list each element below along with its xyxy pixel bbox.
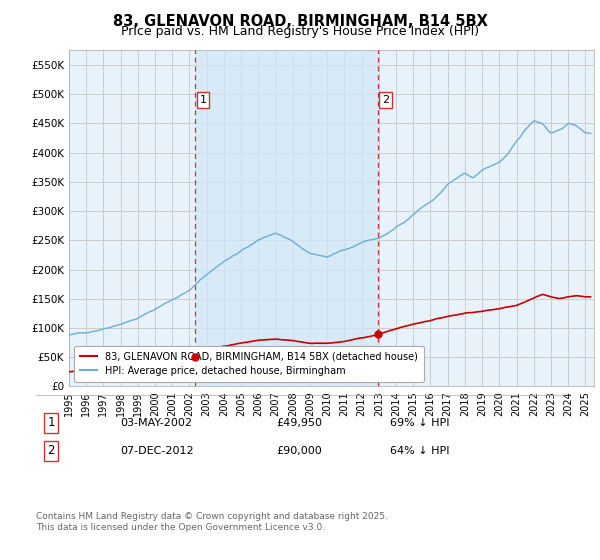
Text: 2: 2 — [382, 95, 389, 105]
Bar — [196, 50, 377, 386]
Text: 1: 1 — [200, 95, 206, 105]
Text: Contains HM Land Registry data © Crown copyright and database right 2025.
This d: Contains HM Land Registry data © Crown c… — [36, 512, 388, 532]
Text: 64% ↓ HPI: 64% ↓ HPI — [390, 446, 449, 456]
Text: 03-MAY-2002: 03-MAY-2002 — [120, 418, 192, 428]
Text: Price paid vs. HM Land Registry's House Price Index (HPI): Price paid vs. HM Land Registry's House … — [121, 25, 479, 38]
Text: 83, GLENAVON ROAD, BIRMINGHAM, B14 5BX: 83, GLENAVON ROAD, BIRMINGHAM, B14 5BX — [113, 14, 487, 29]
Text: 1: 1 — [47, 416, 55, 430]
Legend: 83, GLENAVON ROAD, BIRMINGHAM, B14 5BX (detached house), HPI: Average price, det: 83, GLENAVON ROAD, BIRMINGHAM, B14 5BX (… — [74, 346, 424, 381]
Text: 07-DEC-2012: 07-DEC-2012 — [120, 446, 194, 456]
Text: £90,000: £90,000 — [276, 446, 322, 456]
Text: 2: 2 — [47, 444, 55, 458]
Text: 69% ↓ HPI: 69% ↓ HPI — [390, 418, 449, 428]
Text: £49,950: £49,950 — [276, 418, 322, 428]
